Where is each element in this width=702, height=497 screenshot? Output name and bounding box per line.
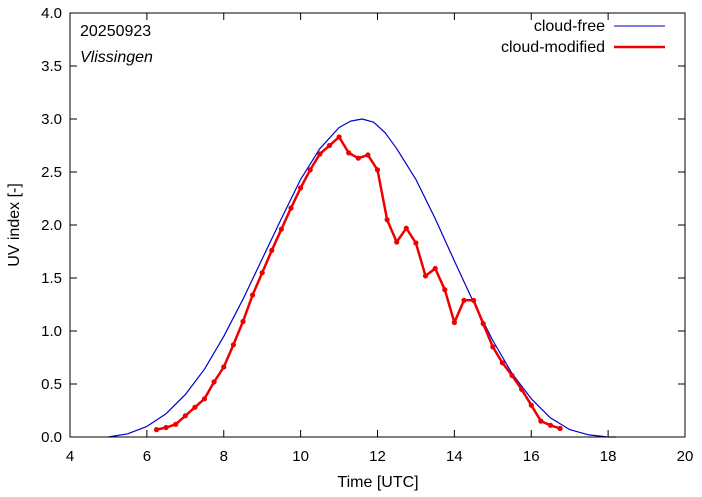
data-point-cloud-modified [403,225,409,231]
data-point-cloud-modified [480,321,486,327]
data-point-cloud-modified [201,396,208,402]
data-point-cloud-modified [432,265,438,272]
data-point-cloud-modified [240,318,246,325]
data-point-cloud-modified [384,217,390,223]
labels-layer: 4 6 8 10 12 14 16 18 20 0.0 0.5 1.0 1.5 2.0 2.5 3.0 3.5 4… [41,5,693,465]
y-axis-label: UV index [-] [6,183,23,267]
y-tick-label: 0.0 [41,429,62,446]
y-tick-label: 4.0 [41,5,62,22]
series-layer [108,118,616,438]
data-point-cloud-modified [317,151,323,157]
data-point-cloud-modified [326,142,333,149]
data-point-cloud-modified [490,344,496,350]
y-tick-label: 2.0 [41,217,62,234]
data-point-cloud-modified [211,379,217,385]
x-tick-label: 4 [66,448,74,465]
data-point-cloud-modified [182,413,188,419]
data-point-cloud-modified [528,402,534,408]
series-line-cloud-free [108,118,616,438]
y-tick-label: 1.0 [41,323,62,340]
data-point-cloud-modified [538,418,544,424]
data-point-cloud-modified [499,360,505,366]
y-tick-label: 2.5 [41,164,62,181]
y-tick-label: 3.0 [41,111,62,128]
y-tick-label: 3.5 [41,58,62,75]
data-point-cloud-modified [221,364,227,370]
x-tick-label: 8 [220,448,228,465]
data-point-cloud-modified [307,167,313,173]
x-tick-label: 16 [523,448,540,465]
data-point-cloud-modified [471,297,477,303]
data-point-cloud-modified [519,386,525,392]
y-tick-label: 0.5 [41,376,62,393]
data-point-cloud-modified [288,205,294,211]
x-tick-label: 10 [292,448,309,465]
y-tick-label: 1.5 [41,270,62,287]
data-point-cloud-modified [250,292,256,298]
data-point-cloud-modified [153,427,160,433]
data-point-cloud-modified [394,239,400,245]
plot-frame [69,12,686,438]
data-point-cloud-modified [346,150,352,156]
x-tick-label: 12 [369,448,386,465]
data-point-cloud-modified [557,425,563,432]
station-annotation: Vlissingen [80,49,153,66]
data-point-cloud-modified [230,342,236,348]
data-point-cloud-modified [442,287,448,293]
data-point-cloud-modified [278,226,284,232]
legend-label-cloud-modified: cloud-modified [501,39,605,56]
data-point-cloud-modified [355,155,361,161]
data-point-cloud-modified [509,372,515,379]
data-point-cloud-modified [451,319,457,326]
x-tick-label: 20 [677,448,694,465]
x-tick-label: 18 [600,448,617,465]
legend: cloud-free cloud-modified [501,18,665,56]
data-point-cloud-modified [413,240,419,246]
data-point-cloud-modified [422,273,429,279]
x-axis-label: Time [UTC] [337,474,418,491]
data-point-cloud-modified [163,424,169,431]
data-point-cloud-modified [374,167,381,173]
data-point-cloud-modified [365,152,371,158]
x-tick-label: 14 [446,448,463,465]
data-point-cloud-modified [259,270,265,276]
data-point-cloud-modified [192,404,198,410]
x-tick-label: 6 [143,448,151,465]
data-point-cloud-modified [461,297,467,303]
data-point-cloud-modified [269,247,275,253]
data-point-cloud-modified [173,421,179,427]
date-annotation: 20250923 [80,23,151,40]
data-point-cloud-modified [298,185,304,191]
data-point-cloud-modified [336,134,342,140]
data-point-cloud-modified [547,422,554,428]
legend-label-cloud-free: cloud-free [534,18,605,35]
